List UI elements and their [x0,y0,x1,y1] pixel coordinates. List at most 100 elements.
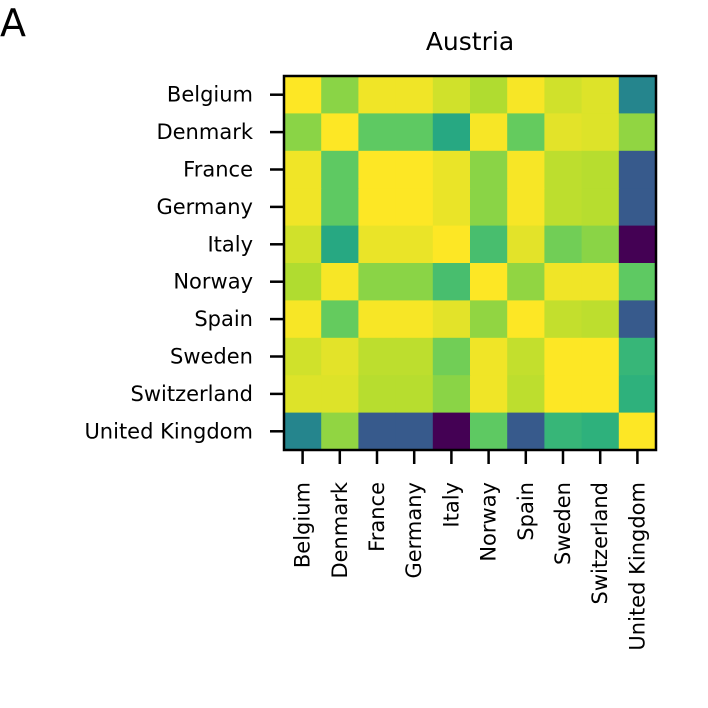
heatmap-cell [321,337,359,376]
heatmap-cell [581,263,620,301]
heatmap-cell [284,300,322,339]
heatmap-cell [618,337,657,376]
heatmap-cell [618,375,657,414]
heatmap-cell [544,225,583,264]
x-tick-label: United Kingdom [625,482,649,651]
heatmap-cell [395,150,434,189]
heatmap-cell [470,150,508,189]
heatmap-cell [284,188,322,227]
heatmap-cell [507,375,545,414]
x-tick-label: Spain [514,482,538,541]
heatmap-cell [395,375,434,414]
heatmap-cell [618,263,657,301]
heatmap-cells [284,76,657,451]
chart-title: Austria [426,27,514,56]
heatmap-cell [470,337,508,376]
heatmap-cell [358,150,397,189]
y-tick-label: Norway [173,270,253,294]
heatmap-cell [358,113,397,152]
y-tick-label: United Kingdom [84,419,253,443]
heatmap-cell [432,412,471,451]
heatmap-cell [581,188,620,227]
heatmap-cell [395,263,434,301]
x-tick-label: Belgium [291,482,315,568]
y-tick-label: France [183,158,253,182]
y-tick-label: Italy [207,232,253,256]
heatmap-cell [395,412,434,451]
heatmap-cell [321,375,359,414]
heatmap-cell [358,76,397,114]
heatmap-cell [432,76,471,114]
heatmap-cell [284,150,322,189]
heatmap-cell [284,225,322,264]
heatmap-cell [581,412,620,451]
heatmap-cell [432,337,471,376]
heatmap-cell [395,300,434,339]
heatmap-cell [507,263,545,301]
heatmap-cell [470,412,508,451]
heatmap-cell [358,188,397,227]
heatmap-cell [544,113,583,152]
panel-label: A [0,1,26,45]
heatmap-cell [581,300,620,339]
heatmap-cell [544,188,583,227]
y-tick-label: Sweden [170,345,253,369]
heatmap-cell [470,375,508,414]
plot-frame [282,74,658,452]
heatmap-cell [618,188,657,227]
heatmap-cell [321,188,359,227]
heatmap-cell [432,263,471,301]
heatmap-cell [618,225,657,264]
heatmap-cell [321,300,359,339]
heatmap-cell [321,412,359,451]
heatmap-cell [358,263,397,301]
heatmap-cell [358,225,397,264]
heatmap-cell [284,375,322,414]
heatmap-cell [581,76,620,114]
heatmap-cell [321,225,359,264]
x-tick-label: Denmark [328,481,352,578]
heatmap-cell [618,150,657,189]
y-tick-label: Switzerland [131,382,254,406]
heatmap-cell [544,375,583,414]
heatmap-cell [544,150,583,189]
x-tick-label: Norway [477,482,501,562]
heatmap-cell [618,300,657,339]
heatmap-cell [507,337,545,376]
x-tick-label: France [365,482,389,552]
x-tick-label: Germany [402,482,426,579]
heatmap-cell [544,76,583,114]
heatmap-cell [395,225,434,264]
heatmap-cell [618,113,657,152]
heatmap-cell [507,412,545,451]
heatmap-cell [395,76,434,114]
heatmap-cell [470,300,508,339]
heatmap-cell [618,412,657,451]
heatmap-cell [432,225,471,264]
heatmap-cell [284,412,322,451]
heatmap-cell [507,113,545,152]
heatmap-cell [581,150,620,189]
heatmap-cell [581,337,620,376]
heatmap-cell [432,375,471,414]
heatmap-cell [432,113,471,152]
x-tick-label: Sweden [551,482,575,565]
heatmap-cell [507,76,545,114]
heatmap-cell [432,188,471,227]
heatmap-cell [284,337,322,376]
heatmap-cell [581,113,620,152]
heatmap-cell [581,225,620,264]
y-tick-label: Denmark [156,120,253,144]
heatmap-cell [432,300,471,339]
y-tick-label: Belgium [167,83,253,107]
heatmap-cell [507,188,545,227]
y-axis: Belgium Denmark France Germany Italy Norway Sp… [84,83,284,443]
heatmap-cell [395,188,434,227]
heatmap-cell [581,375,620,414]
heatmap-cell [544,263,583,301]
heatmap-cell [358,375,397,414]
heatmap-cell [618,76,657,114]
heatmap-cell [507,150,545,189]
heatmap-cell [321,113,359,152]
